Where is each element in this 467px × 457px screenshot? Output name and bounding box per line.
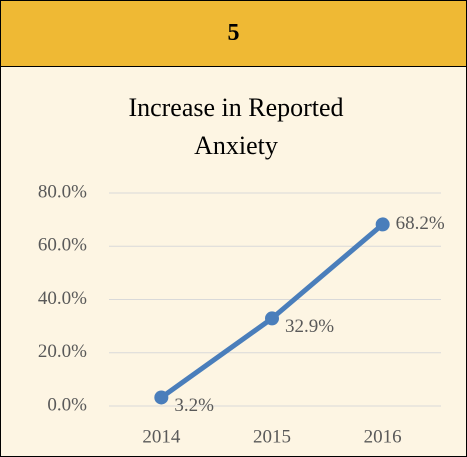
- y-tick-label: 80.0%: [38, 181, 87, 202]
- x-tick-label: 2016: [364, 426, 402, 447]
- y-tick-label: 40.0%: [38, 288, 87, 309]
- data-label: 68.2%: [396, 213, 445, 234]
- y-tick-label: 0.0%: [47, 394, 87, 415]
- data-point: [154, 390, 169, 405]
- data-point: [265, 311, 279, 326]
- data-point: [375, 217, 390, 232]
- x-tick-label: 2015: [253, 426, 291, 447]
- series-line: [158, 221, 386, 400]
- x-tick-label: 2014: [142, 426, 181, 447]
- data-label: 32.9%: [285, 316, 334, 337]
- header-number: 5: [1, 1, 466, 67]
- chart-title: Increase in Reported Anxiety: [128, 93, 344, 160]
- data-label: 3.2%: [174, 395, 214, 416]
- y-tick-label: 60.0%: [38, 235, 87, 256]
- y-tick-label: 20.0%: [38, 341, 87, 362]
